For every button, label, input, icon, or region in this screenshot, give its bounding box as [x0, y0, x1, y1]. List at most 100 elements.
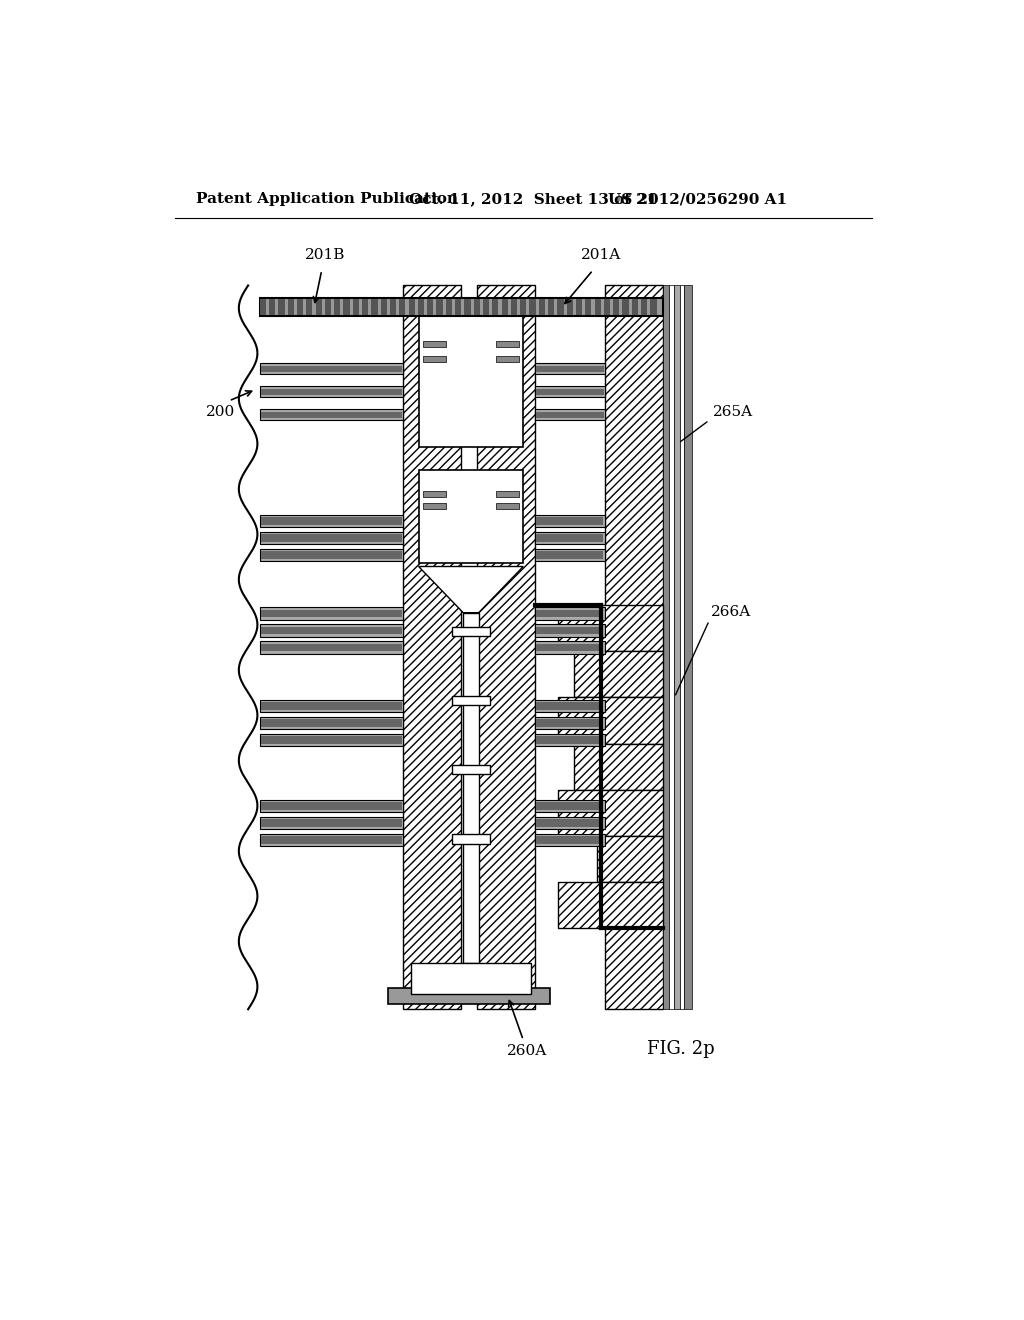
- Bar: [423, 503, 445, 508]
- Bar: [537, 719, 603, 726]
- Bar: [557, 298, 563, 315]
- Bar: [306, 298, 312, 315]
- Bar: [511, 298, 517, 315]
- Text: 265A: 265A: [713, 405, 754, 418]
- Bar: [669, 285, 674, 1010]
- Bar: [573, 743, 663, 789]
- Bar: [496, 503, 519, 508]
- Bar: [650, 298, 656, 315]
- Bar: [260, 515, 403, 527]
- Bar: [535, 717, 604, 729]
- Bar: [260, 734, 403, 746]
- Bar: [261, 803, 401, 810]
- Bar: [362, 298, 369, 315]
- Bar: [269, 298, 275, 315]
- Bar: [261, 836, 401, 843]
- Bar: [423, 356, 445, 363]
- Bar: [496, 356, 519, 363]
- Bar: [558, 605, 663, 651]
- Bar: [537, 627, 603, 635]
- Text: 260A: 260A: [507, 1044, 547, 1057]
- Bar: [535, 834, 604, 846]
- Bar: [260, 363, 403, 374]
- Bar: [535, 817, 604, 829]
- Bar: [261, 517, 401, 525]
- Bar: [496, 341, 519, 347]
- Bar: [558, 697, 663, 743]
- Bar: [539, 298, 545, 315]
- Bar: [427, 298, 433, 315]
- Bar: [261, 627, 401, 635]
- Bar: [483, 298, 489, 315]
- Bar: [403, 285, 461, 1010]
- Bar: [641, 298, 647, 315]
- Bar: [535, 700, 604, 711]
- Bar: [343, 298, 349, 315]
- Bar: [423, 491, 445, 498]
- Bar: [261, 301, 603, 313]
- Bar: [493, 298, 499, 315]
- Bar: [260, 717, 403, 729]
- Text: 201B: 201B: [305, 248, 346, 263]
- Bar: [597, 836, 663, 882]
- Bar: [548, 298, 554, 315]
- Bar: [535, 409, 604, 420]
- Bar: [260, 387, 403, 397]
- Bar: [261, 610, 401, 618]
- Bar: [260, 607, 403, 619]
- Bar: [535, 549, 604, 561]
- Bar: [529, 298, 536, 315]
- Bar: [558, 789, 663, 836]
- Bar: [372, 298, 378, 315]
- Bar: [260, 800, 403, 812]
- Bar: [537, 644, 603, 651]
- Bar: [502, 298, 508, 315]
- Bar: [260, 834, 403, 846]
- Bar: [436, 298, 442, 315]
- Bar: [260, 642, 403, 653]
- Text: 266A: 266A: [711, 605, 751, 619]
- Bar: [535, 642, 604, 653]
- Bar: [558, 882, 663, 928]
- Bar: [260, 298, 266, 315]
- Bar: [261, 552, 401, 558]
- Bar: [418, 298, 424, 315]
- Bar: [674, 285, 680, 1010]
- Bar: [261, 719, 401, 726]
- Bar: [411, 964, 531, 994]
- Bar: [399, 298, 406, 315]
- Bar: [260, 412, 402, 418]
- Bar: [537, 836, 603, 843]
- Bar: [455, 298, 461, 315]
- Bar: [477, 285, 535, 1010]
- Bar: [260, 700, 403, 711]
- Bar: [474, 298, 480, 315]
- Bar: [260, 624, 403, 636]
- Bar: [535, 387, 604, 397]
- Bar: [537, 737, 603, 743]
- Bar: [632, 298, 638, 315]
- Bar: [535, 624, 604, 636]
- Bar: [334, 298, 340, 315]
- Bar: [537, 535, 603, 543]
- Bar: [595, 298, 601, 315]
- Polygon shape: [419, 566, 523, 612]
- Text: Oct. 11, 2012  Sheet 13 of 21: Oct. 11, 2012 Sheet 13 of 21: [410, 193, 657, 206]
- Bar: [452, 766, 490, 775]
- Bar: [452, 696, 490, 705]
- Bar: [352, 298, 359, 315]
- Bar: [325, 298, 331, 315]
- Bar: [419, 470, 523, 562]
- Bar: [536, 412, 604, 418]
- Bar: [315, 298, 322, 315]
- Bar: [520, 298, 526, 315]
- Bar: [260, 409, 403, 420]
- Bar: [537, 552, 603, 558]
- Bar: [489, 300, 512, 314]
- Bar: [623, 298, 629, 315]
- Bar: [260, 298, 604, 317]
- Bar: [261, 737, 401, 743]
- Bar: [537, 818, 603, 826]
- Bar: [260, 532, 403, 544]
- Text: 201A: 201A: [581, 248, 621, 263]
